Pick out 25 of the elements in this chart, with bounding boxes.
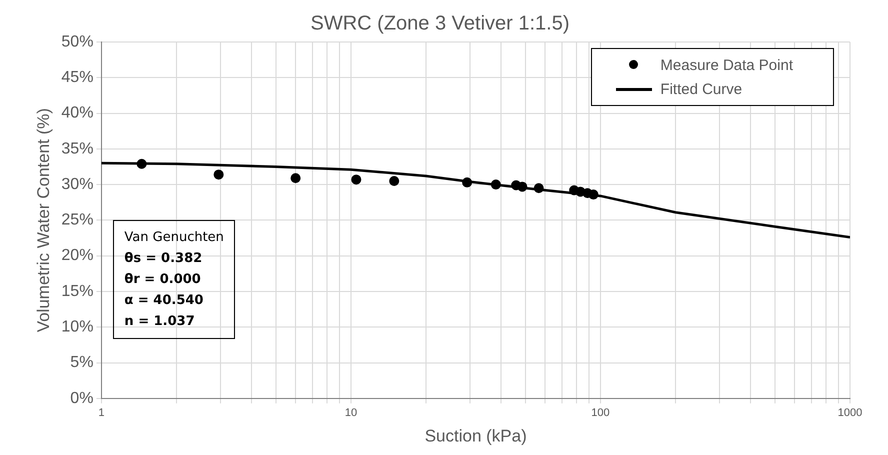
y-tick-label: 45% [61,69,94,86]
x-axis-title: Suction (kPa) [424,426,527,446]
y-tick-label: 10% [61,318,94,336]
annotation: n = 1.037 [124,313,196,332]
y-tick-label: 0% [70,390,94,407]
y-tick-label: 25% [61,212,94,229]
y-axis-title: Volumetric Water Content (%) [34,108,53,332]
y-tick-label: 30% [61,176,94,193]
y-tick-label: 5% [70,354,94,372]
x-tick-label: 1000 [838,407,862,420]
y-tick-label: 35% [61,140,94,158]
chart-title: SWRC (Zone 3 Vetiver 1:1.5) [310,12,570,35]
annotation: α = 40.540 [124,292,204,310]
x-tick-label: 100 [591,407,610,420]
annotation: Van Genuchten [124,229,224,248]
x-tick-label: 1 [98,407,104,420]
y-tick-label: 20% [61,247,94,264]
x-tick-label: 10 [344,407,358,420]
legend-label: Fitted Curve [660,80,742,98]
y-tick-label: 50% [61,33,94,50]
annotation: θr = 0.000 [124,271,202,290]
legend-label: Measure Data Point [660,56,793,74]
annotation: θs = 0.382 [124,250,204,268]
y-tick-label: 40% [61,104,94,122]
y-tick-label: 15% [61,282,94,300]
